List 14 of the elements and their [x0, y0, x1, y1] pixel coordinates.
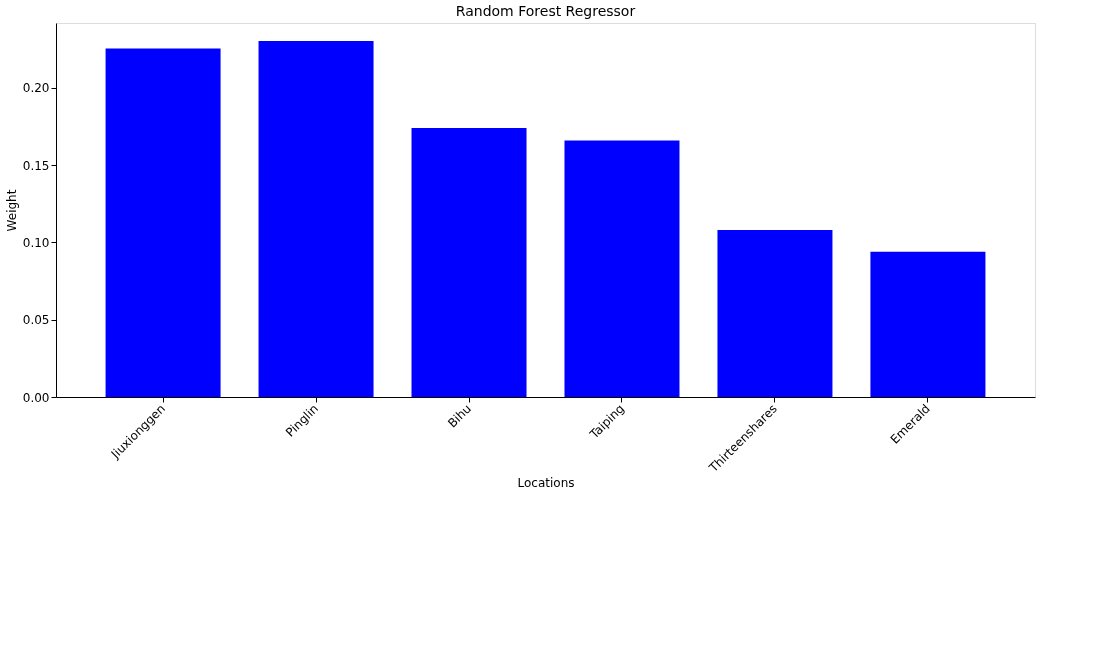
y-tick-label: 0.20: [22, 81, 50, 96]
y-tick-label: 0.00: [22, 390, 50, 405]
y-tick-label: 0.05: [22, 313, 50, 328]
x-axis-title: Locations: [517, 476, 575, 491]
y-axis-title: Weight: [4, 189, 19, 232]
bar: [870, 251, 986, 397]
y-tick-label: 0.10: [22, 235, 50, 250]
y-tick-label: 0.15: [22, 158, 50, 173]
bar: [717, 230, 833, 397]
bar: [105, 48, 221, 397]
bar: [564, 140, 680, 397]
bar: [258, 40, 374, 397]
bar: [411, 128, 527, 397]
chart-title: Random Forest Regressor: [455, 3, 636, 19]
